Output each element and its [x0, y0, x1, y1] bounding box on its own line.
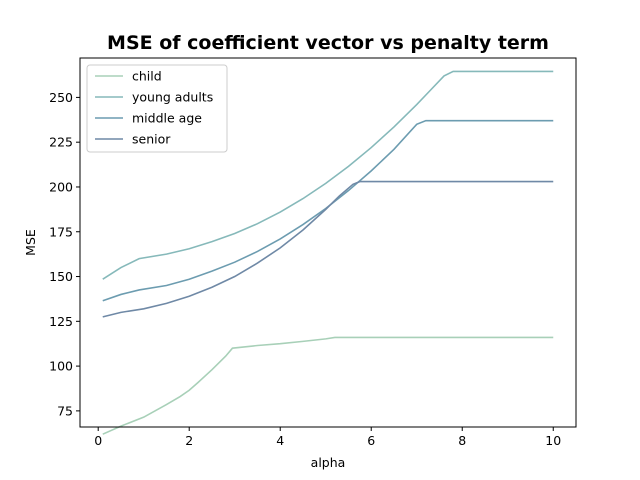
y-tick-label-1: 100	[49, 359, 73, 374]
legend-label-0: child	[132, 69, 162, 84]
y-tick-label-4: 175	[49, 224, 73, 239]
plot-frame	[79, 57, 577, 428]
x-axis-label: alpha	[311, 455, 346, 470]
y-tick-label-2: 125	[49, 314, 73, 329]
legend: child young adults middle age senior	[86, 64, 228, 153]
x-tick-label-5: 10	[545, 433, 561, 448]
series-line-2	[102, 119, 554, 302]
x-axis-ticks: 0 2 4 6 8 10	[94, 427, 561, 448]
y-axis-ticks: 75 100 125 150 175 200 225 250	[49, 90, 80, 418]
plot-lines	[102, 70, 554, 435]
chart-title: MSE of coefficient vector vs penalty ter…	[107, 32, 549, 54]
series-line-1	[102, 70, 554, 280]
x-tick-label-3: 6	[367, 433, 375, 448]
x-tick-label-2: 4	[276, 433, 284, 448]
legend-label-2: middle age	[132, 111, 202, 126]
y-axis-label: MSE	[23, 229, 38, 256]
legend-label-1: young adults	[132, 90, 213, 105]
y-tick-label-7: 250	[49, 90, 73, 105]
y-tick-label-3: 150	[49, 269, 73, 284]
legend-box	[86, 64, 228, 153]
y-tick-label-5: 200	[49, 179, 73, 194]
series-line-3	[102, 180, 554, 318]
legend-label-3: senior	[132, 132, 171, 147]
y-tick-label-6: 225	[49, 135, 73, 150]
series-line-0	[102, 336, 554, 435]
x-tick-label-4: 8	[458, 433, 466, 448]
x-tick-label-0: 0	[94, 433, 102, 448]
y-tick-label-0: 75	[57, 403, 73, 418]
x-tick-label-1: 2	[185, 433, 193, 448]
